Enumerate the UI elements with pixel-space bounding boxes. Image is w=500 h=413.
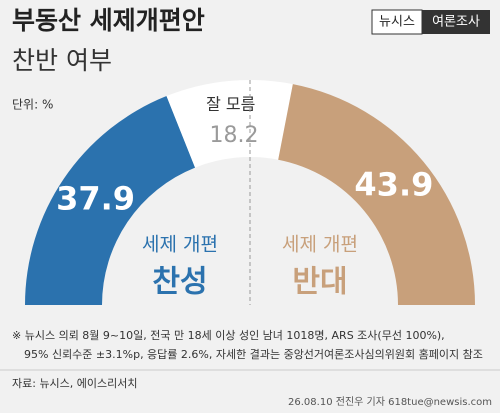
value-label: 18.2	[210, 123, 259, 148]
credit: 26.08.10 전진우 기자 618tue@newsis.com	[288, 396, 492, 408]
category-label: 찬성	[152, 265, 207, 300]
logo-right: 여론조사	[432, 15, 480, 30]
group-label: 세제 개편	[282, 234, 358, 256]
segment	[166, 80, 293, 168]
category-label: 반대	[292, 265, 347, 300]
note: 95% 신뢰수준 ±3.1%p, 응답률 2.6%, 자세한 결과는 중앙선거여…	[24, 347, 483, 361]
unit: 단위: %	[12, 98, 53, 112]
logo-box	[422, 10, 490, 34]
value-label: 37.9	[56, 179, 135, 217]
source: 자료: 뉴시스, 에이스리서치	[12, 377, 138, 390]
logo-box	[371, 9, 423, 35]
segment	[278, 84, 475, 305]
title: 부동산 세제개편안	[12, 6, 205, 35]
category-label: 잘 모름	[206, 94, 255, 113]
note: ※ 뉴시스 의뢰 8월 9~10일, 전국 만 18세 이상 성인 남녀 101…	[12, 328, 445, 342]
group-label: 세제 개편	[142, 234, 218, 256]
value-label: 43.9	[354, 165, 433, 203]
segment	[25, 96, 196, 306]
subtitle: 찬반 여부	[12, 46, 112, 75]
logo-left: 뉴시스	[379, 15, 415, 30]
